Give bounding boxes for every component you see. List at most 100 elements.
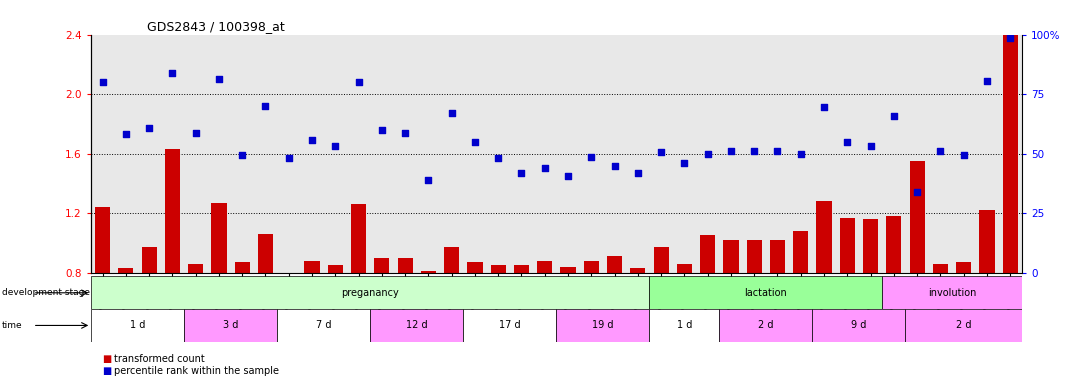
Point [769, 147, 786, 154]
Point [513, 170, 530, 176]
Text: 12 d: 12 d [406, 320, 428, 331]
Point [233, 152, 250, 158]
Bar [188, 264, 203, 384]
Text: 7 d: 7 d [316, 320, 332, 331]
Bar [463, 309, 556, 342]
Point [746, 147, 763, 154]
Bar [91, 276, 649, 309]
Bar [863, 219, 878, 384]
Text: ■: ■ [102, 354, 111, 364]
Bar [281, 273, 296, 384]
Bar [305, 261, 320, 384]
Bar [933, 264, 948, 384]
Bar [514, 265, 529, 384]
Bar [723, 240, 738, 384]
Bar [491, 265, 506, 384]
Text: 1 d: 1 d [129, 320, 146, 331]
Bar [886, 216, 901, 384]
Point [885, 113, 902, 119]
Point [140, 125, 157, 131]
Text: time: time [2, 321, 22, 330]
Point [467, 139, 484, 145]
Point [629, 170, 646, 176]
Text: 2 d: 2 d [759, 320, 774, 331]
Bar [398, 258, 413, 384]
Text: GDS2843 / 100398_at: GDS2843 / 100398_at [147, 20, 285, 33]
Text: 3 d: 3 d [223, 320, 239, 331]
Bar [370, 309, 463, 342]
Bar [421, 271, 435, 384]
Point [397, 130, 414, 136]
Bar [444, 247, 459, 384]
Point [932, 147, 949, 154]
Bar [654, 247, 669, 384]
Bar [561, 266, 576, 384]
Bar [607, 256, 622, 384]
Bar [91, 309, 184, 342]
Bar [770, 240, 785, 384]
Bar [979, 210, 994, 384]
Text: 2 d: 2 d [956, 320, 972, 331]
Point [326, 143, 343, 149]
Point [908, 189, 926, 195]
Bar [747, 240, 762, 384]
Point [839, 139, 856, 145]
Point [862, 143, 880, 149]
Bar [374, 258, 389, 384]
Point [280, 155, 297, 161]
Bar [910, 161, 924, 384]
Text: transformed count: transformed count [114, 354, 205, 364]
Bar [212, 203, 227, 384]
Bar [649, 309, 719, 342]
Bar [584, 261, 599, 384]
Bar [649, 276, 882, 309]
Point [676, 159, 693, 166]
Bar [812, 309, 905, 342]
Text: ■: ■ [102, 366, 111, 376]
Point [304, 137, 321, 143]
Point [350, 79, 367, 85]
Bar [327, 265, 342, 384]
Bar [957, 262, 972, 384]
Text: 19 d: 19 d [592, 320, 614, 331]
Bar [184, 309, 277, 342]
Bar [793, 231, 808, 384]
Bar [95, 207, 110, 384]
Bar [141, 247, 156, 384]
Point [792, 151, 809, 157]
Bar [537, 261, 552, 384]
Bar [677, 264, 692, 384]
Point [164, 70, 181, 76]
Point [373, 127, 391, 133]
Text: 1 d: 1 d [676, 320, 692, 331]
Point [815, 104, 832, 111]
Bar [277, 309, 370, 342]
Point [1002, 35, 1019, 41]
Bar [905, 309, 1022, 342]
Bar [258, 234, 273, 384]
Bar [351, 204, 366, 384]
Point [560, 173, 577, 179]
Text: 17 d: 17 d [499, 320, 521, 331]
Bar [719, 309, 812, 342]
Point [211, 76, 228, 82]
Point [978, 78, 995, 84]
Text: involution: involution [928, 288, 976, 298]
Point [653, 149, 670, 155]
Bar [165, 149, 180, 384]
Point [606, 162, 623, 169]
Point [257, 103, 274, 109]
Bar [816, 201, 831, 384]
Bar [234, 262, 249, 384]
Point [443, 110, 460, 116]
Point [956, 152, 973, 158]
Bar [882, 276, 1022, 309]
Point [94, 79, 111, 85]
Text: lactation: lactation [745, 288, 788, 298]
Point [118, 131, 135, 137]
Text: development stage: development stage [2, 288, 90, 297]
Text: preganancy: preganancy [341, 288, 399, 298]
Point [536, 166, 553, 172]
Point [699, 151, 716, 157]
Text: percentile rank within the sample: percentile rank within the sample [114, 366, 279, 376]
